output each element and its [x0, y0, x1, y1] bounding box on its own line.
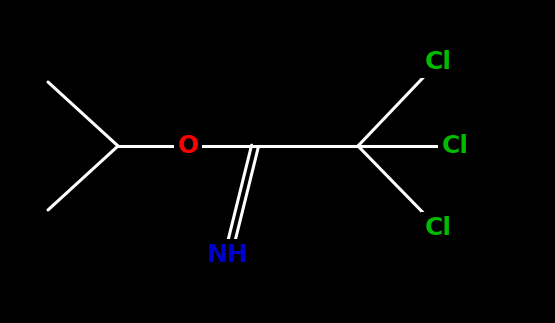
- Text: Cl: Cl: [425, 216, 452, 240]
- Text: Cl: Cl: [425, 50, 452, 74]
- Text: NH: NH: [207, 243, 249, 267]
- Text: Cl: Cl: [441, 134, 468, 158]
- Text: O: O: [178, 134, 199, 158]
